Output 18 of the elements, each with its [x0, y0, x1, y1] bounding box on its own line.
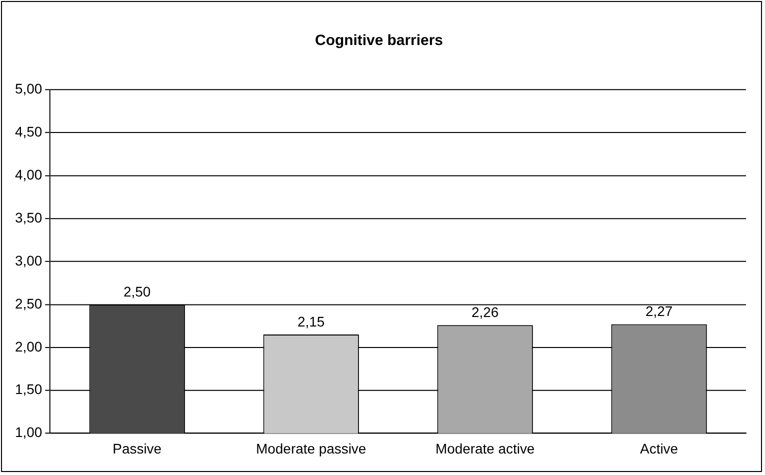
y-tick-label: 2,00: [14, 338, 42, 354]
data-label: 2,15: [298, 313, 325, 330]
y-tick-label: 2,50: [14, 295, 42, 312]
y-tick-label: 3,00: [14, 252, 42, 268]
x-tick-label: Active: [640, 440, 678, 457]
y-tick-label: 3,50: [14, 209, 42, 226]
y-tick-label: 1,50: [14, 381, 42, 398]
y-tick-label: 4,50: [14, 123, 42, 140]
y-tick-label: 1,00: [14, 424, 42, 440]
y-tick-label: 4,00: [14, 166, 42, 182]
x-tick-label: Moderate active: [435, 440, 535, 457]
y-tick-label: 5,00: [14, 80, 42, 96]
data-label: 2,27: [645, 303, 673, 320]
x-tick-label: Passive: [112, 440, 162, 457]
chart-title: Cognitive barriers: [315, 32, 443, 49]
data-label: 2,26: [471, 304, 499, 320]
x-tick-label: Moderate passive: [256, 440, 366, 457]
data-label: 2,50: [124, 283, 151, 300]
